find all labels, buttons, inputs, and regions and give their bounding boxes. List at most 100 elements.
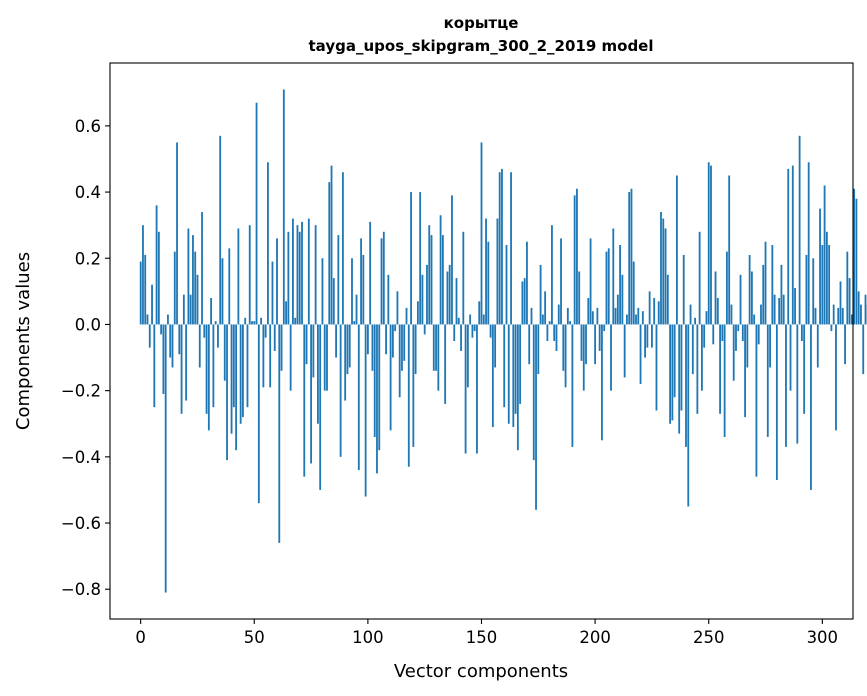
bar xyxy=(280,324,283,371)
bar xyxy=(307,218,310,325)
bar xyxy=(262,324,265,388)
bar xyxy=(585,324,587,365)
bar xyxy=(696,324,699,414)
bar xyxy=(803,324,806,414)
bar xyxy=(769,324,771,368)
bar xyxy=(246,324,249,408)
bar xyxy=(825,231,828,325)
bar xyxy=(501,168,503,325)
bar xyxy=(382,231,385,325)
bar xyxy=(305,324,308,365)
bar xyxy=(423,324,426,335)
bar xyxy=(666,274,669,325)
bar xyxy=(221,258,224,325)
bar xyxy=(205,324,208,414)
y-tick-label: −0.6 xyxy=(61,514,101,533)
bar xyxy=(523,278,526,325)
bar xyxy=(860,304,862,325)
bar xyxy=(582,324,585,391)
bar xyxy=(310,324,312,464)
bar xyxy=(521,281,524,325)
bar xyxy=(301,221,303,325)
bar xyxy=(766,324,769,437)
bar xyxy=(725,251,728,325)
bar xyxy=(794,288,796,325)
bar xyxy=(737,324,740,332)
bar xyxy=(173,251,176,325)
bar xyxy=(587,297,590,325)
bar xyxy=(412,324,415,447)
bar xyxy=(844,324,846,365)
bar xyxy=(780,264,783,325)
bar xyxy=(612,228,615,325)
bar xyxy=(796,324,799,444)
bar xyxy=(546,324,549,341)
bar xyxy=(426,264,428,325)
bar xyxy=(316,324,319,424)
bar xyxy=(230,324,233,434)
bar xyxy=(360,238,362,325)
bar xyxy=(355,294,358,325)
bar xyxy=(837,307,840,325)
bar xyxy=(287,231,290,325)
bar xyxy=(353,321,356,325)
bar xyxy=(462,231,465,325)
bar xyxy=(242,324,244,418)
bar xyxy=(557,304,560,325)
bar xyxy=(192,235,194,325)
bar-series xyxy=(139,89,867,593)
bar xyxy=(214,321,217,325)
bar xyxy=(282,89,285,325)
bar xyxy=(639,324,642,385)
bar xyxy=(155,205,158,325)
bar xyxy=(255,102,258,325)
bar xyxy=(673,324,676,398)
bar xyxy=(750,271,753,325)
bar xyxy=(303,324,306,477)
bar xyxy=(605,251,608,325)
x-axis-ticks: 0 50 100 150 200 250 300 xyxy=(135,619,838,647)
bar xyxy=(182,294,185,325)
bar xyxy=(485,218,487,325)
bar xyxy=(560,238,562,325)
bar xyxy=(176,142,178,325)
bar xyxy=(455,278,458,325)
bar xyxy=(741,324,744,341)
bar xyxy=(816,324,819,368)
bar xyxy=(848,278,851,325)
bar xyxy=(457,317,460,325)
bar xyxy=(700,324,703,391)
bar xyxy=(641,311,644,325)
bar xyxy=(471,324,474,338)
bar xyxy=(712,324,715,345)
bar xyxy=(648,291,651,325)
bar xyxy=(494,324,497,368)
bar xyxy=(430,235,433,325)
bar xyxy=(850,314,853,325)
bar xyxy=(276,238,278,325)
bar xyxy=(187,228,190,325)
bar xyxy=(169,324,172,358)
bar xyxy=(544,291,547,325)
bar xyxy=(573,195,576,325)
bar xyxy=(253,321,256,325)
bar xyxy=(744,324,746,418)
y-tick-label: 0.0 xyxy=(75,315,101,334)
bar xyxy=(594,324,597,365)
bar xyxy=(553,324,556,341)
y-axis-ticks: −0.8 −0.6 −0.4 −0.2 0.0 0.2 0.4 0.6 xyxy=(61,117,110,599)
bar xyxy=(828,245,831,325)
bar xyxy=(264,324,267,338)
bar xyxy=(223,324,226,381)
bar xyxy=(662,218,665,325)
bar xyxy=(703,324,706,348)
bar xyxy=(207,324,210,431)
bar xyxy=(571,324,574,447)
bar xyxy=(555,324,558,351)
bar xyxy=(139,261,142,325)
bar xyxy=(189,294,192,325)
bar xyxy=(482,314,485,325)
bar xyxy=(380,238,383,325)
bar xyxy=(294,317,297,325)
bar xyxy=(637,307,640,325)
